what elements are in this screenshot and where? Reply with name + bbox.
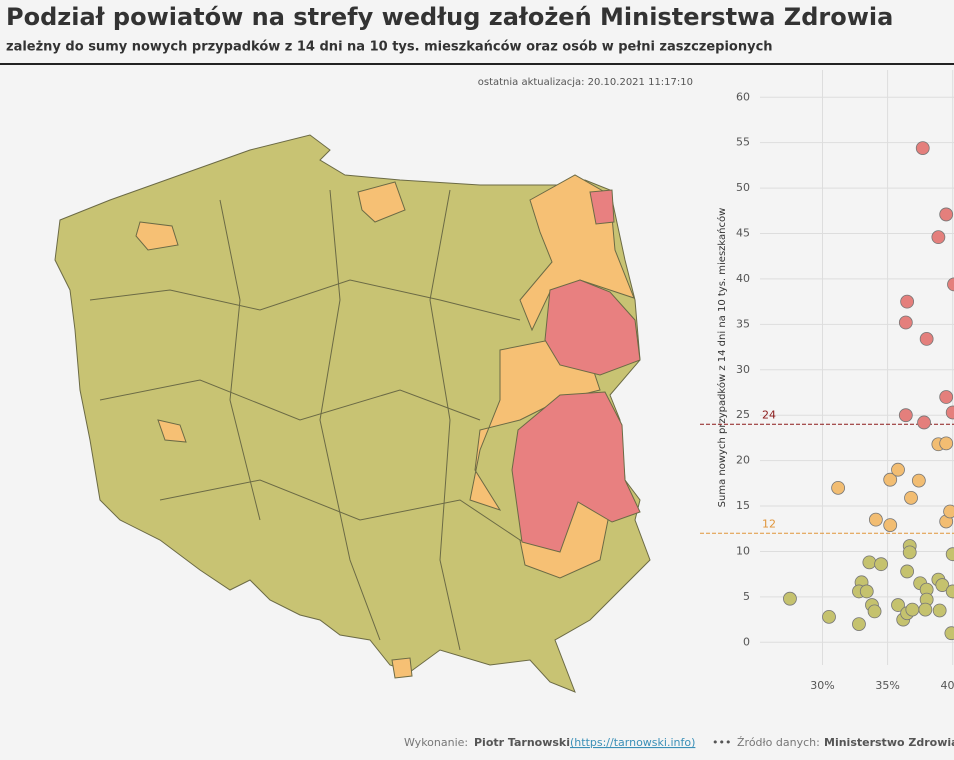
point (944, 626, 954, 641)
point (898, 408, 913, 423)
y-tick-label: 60 (736, 90, 750, 103)
point (917, 415, 931, 430)
point (900, 294, 915, 309)
map-border (219, 199, 261, 521)
map-border (89, 279, 521, 321)
point (859, 584, 874, 599)
map-red-region (589, 189, 615, 225)
point (945, 547, 954, 562)
point (831, 480, 846, 495)
point (945, 584, 954, 599)
point (891, 598, 905, 612)
subtitle: zależny do sumy nowych przypadków z 14 d… (6, 40, 773, 55)
point (911, 473, 926, 488)
map-border (319, 189, 381, 641)
scatter-chart: 0 5 10 15 20 25 30 35 40 45 50 55 60 30% 35% 40% Suma no… (700, 70, 954, 692)
point (931, 230, 946, 245)
point (822, 609, 836, 624)
reference-label: 24 (762, 408, 776, 421)
point (883, 472, 898, 487)
point (891, 462, 905, 477)
x-tick-label: 40% (940, 679, 954, 692)
y-tick-label: 10 (736, 544, 750, 557)
y-tick-label: 0 (743, 635, 750, 648)
point (867, 604, 882, 619)
y-tick-label: 35 (736, 317, 750, 330)
point (943, 504, 954, 519)
point (932, 603, 947, 618)
title: Podział powiatów na strefy według założe… (6, 3, 893, 31)
map-border (99, 379, 481, 421)
point (915, 141, 930, 156)
map-orange-region (391, 657, 413, 679)
last-update: ostatnia aktualizacja: 20.10.2021 11:17:… (478, 77, 693, 88)
point (900, 564, 915, 579)
point (947, 277, 954, 292)
y-tick-label: 5 (743, 590, 750, 603)
footer-separator: ••• (712, 736, 731, 749)
footer-source: Ministerstwo Zdrowia (824, 736, 954, 749)
point (904, 490, 918, 505)
point (874, 557, 888, 572)
point (935, 578, 950, 592)
point (939, 207, 954, 222)
point (868, 512, 883, 527)
y-tick-label: 30 (736, 363, 750, 376)
y-tick-label: 20 (736, 454, 750, 467)
map-red-region (511, 391, 641, 553)
y-axis-title: Suma nowych przypadków z 14 dni na 10 ty… (716, 208, 728, 508)
map (54, 134, 651, 693)
footer-source-label: Źródło danych: (737, 736, 820, 749)
footer-link[interactable]: (https://tarnowski.info) (570, 736, 695, 749)
y-tick-label: 45 (736, 227, 750, 240)
footer-author: Piotr Tarnowski (474, 736, 570, 749)
point (939, 436, 954, 451)
point (898, 315, 913, 330)
map-red-region (544, 279, 641, 376)
point (862, 555, 877, 570)
y-tick-label: 55 (736, 136, 750, 149)
point (902, 545, 917, 560)
point (852, 617, 866, 632)
point (783, 591, 797, 606)
map-country (54, 134, 651, 693)
y-tick-label: 25 (736, 408, 750, 421)
y-tick-label: 15 (736, 499, 750, 512)
y-tick-label: 40 (736, 272, 750, 285)
point (883, 518, 898, 533)
map-border (429, 189, 461, 651)
footer-label: Wykonanie: (404, 736, 468, 749)
point (905, 602, 920, 617)
point (919, 331, 934, 346)
x-tick-label: 30% (810, 679, 834, 692)
y-tick-label: 50 (736, 181, 750, 194)
reference-label: 12 (762, 517, 776, 530)
point (939, 390, 954, 404)
x-tick-label: 35% (875, 679, 899, 692)
map-orange-region (135, 221, 179, 251)
map-orange-region (357, 181, 406, 223)
point (918, 602, 933, 617)
map-border (159, 479, 521, 541)
point (945, 405, 954, 420)
map-orange-region (157, 419, 187, 443)
